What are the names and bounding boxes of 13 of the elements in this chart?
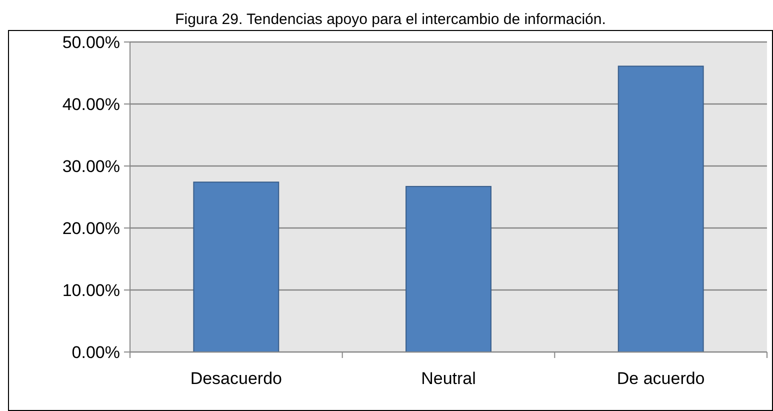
y-tick-label: 20.00% — [62, 218, 120, 238]
y-tick-label: 10.00% — [62, 280, 120, 300]
x-tick-label: Desacuerdo — [190, 369, 282, 388]
y-tick-label: 40.00% — [62, 94, 120, 114]
y-tick-label: 50.00% — [62, 32, 120, 52]
bar — [193, 182, 280, 352]
bar — [406, 186, 492, 352]
bar — [618, 66, 704, 352]
x-tick-label: Neutral — [421, 369, 476, 388]
y-tick-label: 30.00% — [62, 156, 120, 176]
y-tick-label: 0.00% — [72, 342, 120, 362]
chart-title: Figura 29. Tendencias apoyo para el intercambio de información. — [175, 11, 606, 28]
x-tick-label: De acuerdo — [616, 369, 705, 388]
